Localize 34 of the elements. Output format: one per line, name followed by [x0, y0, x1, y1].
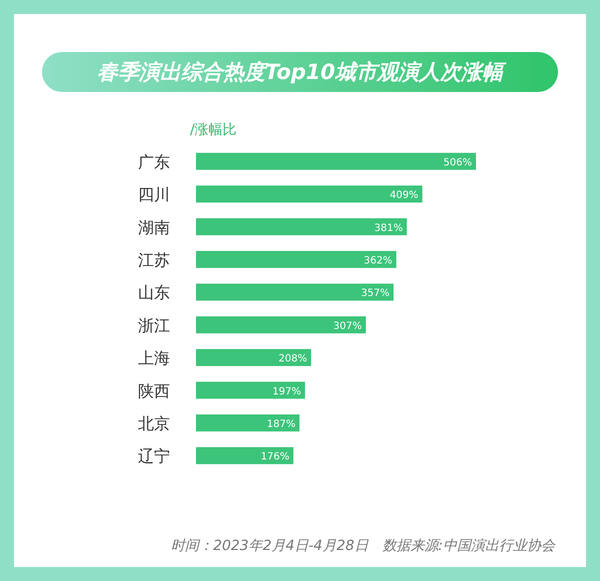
bar: [196, 152, 476, 170]
data-label: 357%: [360, 288, 390, 300]
data-label: 187%: [266, 418, 296, 430]
bar: [196, 186, 422, 203]
y-tick-label: 辽宁: [138, 446, 170, 466]
data-label: 409%: [390, 190, 418, 202]
y-tick-label: 北京: [138, 414, 170, 433]
bar: [196, 349, 312, 366]
y-tick-label: 江苏: [138, 250, 170, 270]
source-note: 数据来源:中国演出行业协会: [382, 538, 556, 554]
data-label: 307%: [333, 320, 362, 332]
data-label: 381%: [374, 222, 403, 234]
data-label: 208%: [278, 354, 308, 365]
y-tick-label: 四川: [138, 185, 170, 204]
y-tick-label: 山东: [138, 283, 170, 302]
bar: [196, 447, 294, 464]
y-tick-label: 陕西: [138, 381, 170, 400]
data-label: 197%: [272, 386, 302, 398]
bar: [196, 382, 306, 399]
data-label: 506%: [443, 157, 472, 168]
y-tick-label: 湖南: [138, 218, 170, 237]
bar: [196, 250, 396, 268]
bar: [196, 316, 366, 334]
y-tick-label: 上海: [138, 348, 170, 368]
y-tick-label: 广东: [138, 152, 170, 172]
text: 时间：2023年2月4日-4月28日: [171, 538, 370, 554]
data-label: 176%: [260, 452, 290, 463]
data-label: 362%: [364, 255, 392, 266]
bar: [196, 414, 300, 432]
bar: [196, 218, 407, 236]
y-axis-title: /涨幅比: [190, 122, 237, 138]
y-tick-label: 浙江: [138, 316, 170, 335]
bar: [196, 284, 394, 301]
chart-title: 春季演出综合热度Top10城市观演人次涨幅: [96, 60, 508, 84]
